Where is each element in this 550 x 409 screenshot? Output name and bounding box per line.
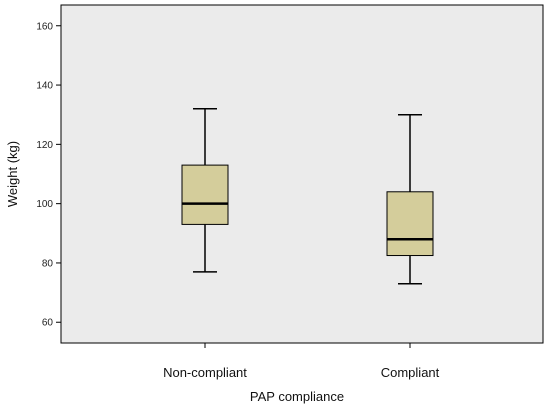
x-axis-title: PAP compliance [250, 389, 344, 404]
y-tick-label: 60 [42, 318, 54, 329]
y-tick-label: 80 [42, 258, 54, 269]
y-tick-label: 160 [36, 21, 53, 32]
y-axis: 60 80 100 120 140 160 [36, 21, 61, 329]
y-tick-label: 100 [36, 199, 53, 210]
box-non-compliant [181, 108, 229, 273]
boxes-layer [181, 108, 434, 285]
iqr-box [181, 164, 229, 225]
y-tick-label: 140 [36, 81, 53, 92]
box-compliant [386, 113, 434, 285]
y-axis-title: Weight (kg) [5, 141, 20, 207]
x-axis: Non-compliant Compliant [163, 343, 440, 380]
iqr-box [386, 191, 434, 257]
plot-area [60, 4, 544, 344]
y-tick-label: 120 [36, 140, 53, 151]
x-category-label: Compliant [381, 365, 440, 380]
x-category-label: Non-compliant [163, 365, 247, 380]
